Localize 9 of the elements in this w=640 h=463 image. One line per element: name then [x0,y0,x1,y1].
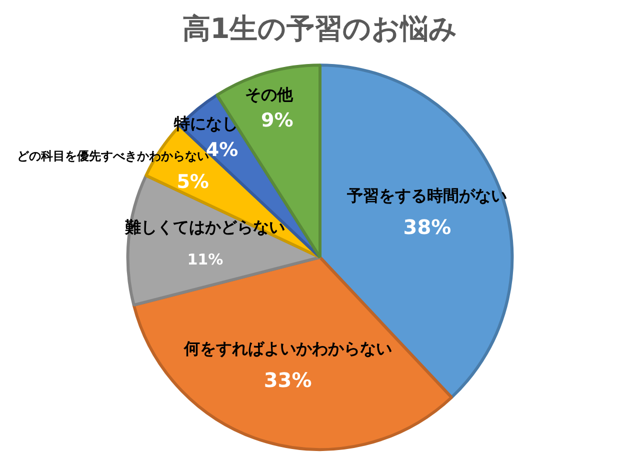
data-label: 38% [403,215,452,240]
data-label: 9% [260,110,294,132]
data-label: 33% [264,368,312,392]
slice-label: 何をすればよいかわからない [182,339,392,358]
data-label: 11% [187,250,224,268]
data-label: 5% [176,170,209,193]
slice-label: その他 [245,84,294,104]
slice-label: 難しくてはかどらない [124,218,286,237]
chart-title: 高1生の予習のお悩み [182,12,458,46]
